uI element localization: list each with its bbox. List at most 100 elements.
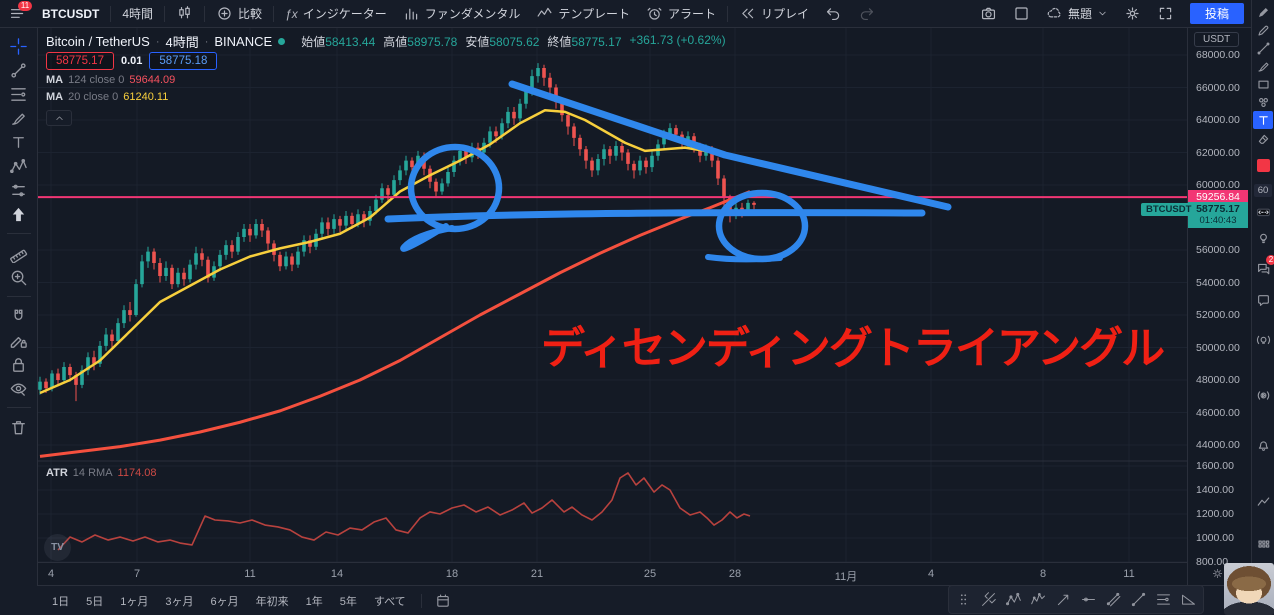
main-menu-button[interactable]: 11 [0, 0, 34, 27]
lock-all-drawings-button[interactable] [4, 352, 34, 376]
range-button-5日[interactable]: 5日 [78, 590, 111, 612]
magnet-icon [14, 309, 23, 320]
cloud-save-button[interactable]: 無題 [1038, 0, 1116, 27]
toolbar-item-label: 比較 [238, 7, 263, 21]
favorite-brush-button[interactable] [1253, 57, 1273, 75]
toolbar-separator [204, 5, 206, 22]
favorite-stamps-button[interactable] [1253, 93, 1273, 111]
fav-pitchfork-button[interactable] [976, 587, 1001, 612]
time-axis[interactable]: 4 7 11 14 18 21 25 28 11月 4 8 11 [37, 562, 1187, 586]
undo-icon [827, 8, 840, 21]
magnet-mode-button[interactable] [4, 304, 34, 328]
alert-button[interactable]: アラート [638, 0, 724, 27]
range-button-年初来[interactable]: 年初来 [248, 590, 297, 612]
remove-all-drawings-button[interactable] [4, 415, 34, 439]
templates-button[interactable]: テンプレート [528, 0, 638, 27]
fav-xabcd-button[interactable] [1001, 587, 1026, 612]
range-button-1ヶ月[interactable]: 1ヶ月 [112, 590, 156, 612]
price-axis[interactable]: USDT 59256.84 58775.17 01:40:43 68000.00… [1187, 0, 1253, 615]
more-panels-button[interactable] [1253, 536, 1273, 554]
text-tools-button[interactable] [4, 130, 34, 154]
public-chats-button[interactable] [1253, 291, 1273, 309]
fav-triangle-button[interactable] [1176, 587, 1201, 612]
pink-price-label: 59256.84 [1188, 190, 1248, 205]
hide-all-drawings-button[interactable] [4, 376, 34, 400]
interval-button[interactable]: 4時間 [114, 0, 161, 27]
compare-button[interactable]: 比較 [208, 0, 270, 27]
font-size-button[interactable]: 60 [1253, 181, 1273, 199]
color-swatch-button[interactable] [1253, 156, 1273, 174]
arrow-tools-button[interactable] [4, 202, 34, 226]
favorite-marker-button[interactable] [1253, 3, 1273, 21]
fav-parallel-channel-button[interactable] [1101, 587, 1126, 612]
range-button-1年[interactable]: 1年 [298, 590, 331, 612]
rail-separator [6, 296, 31, 297]
collapse-legend-button[interactable] [46, 110, 72, 126]
fav-arrow-button[interactable] [1051, 587, 1076, 612]
zoom-in-tool-button[interactable] [4, 265, 34, 289]
trend-line-tools-button[interactable] [4, 58, 34, 82]
descending-triangle-annotation[interactable]: ディセンディングトライアングル [541, 324, 1165, 373]
candles-icon [179, 6, 190, 19]
undo-button[interactable] [817, 0, 850, 27]
sell-button[interactable]: 58775.17 [46, 52, 114, 70]
indicator-row[interactable]: MA 20 close 0 61240.11 [46, 91, 169, 103]
streams-button[interactable] [1253, 386, 1273, 404]
symbol-exchange[interactable]: BINANCE [214, 34, 273, 49]
object-tree-button[interactable] [1253, 493, 1273, 511]
favorite-pen-button[interactable] [1253, 21, 1273, 39]
indicator-row[interactable]: MA 124 close 0 59644.09 [46, 74, 176, 86]
layout-select-button[interactable] [1005, 0, 1038, 27]
symbol-title[interactable]: Bitcoin / TetherUS [46, 34, 150, 49]
stay-in-drawing-mode-button[interactable] [4, 328, 34, 352]
measure-tool-button[interactable] [4, 241, 34, 265]
range-button-1日[interactable]: 1日 [44, 590, 77, 612]
symbol-interval[interactable]: 4時間 [165, 35, 199, 50]
range-button-5年[interactable]: 5年 [332, 590, 365, 612]
text-annotation-tool-button[interactable] [1253, 111, 1273, 129]
range-button-すべて[interactable]: すべて [366, 590, 414, 612]
time-tick: 8 [1039, 568, 1047, 580]
toolbar-item-label: インジケーター [302, 7, 387, 21]
indicators-button[interactable]: ƒx インジケーター [277, 0, 395, 27]
price-tick: 52000.00 [1196, 309, 1240, 321]
pattern-tools-button[interactable] [4, 154, 34, 178]
axis-settings-gear-icon[interactable] [1210, 566, 1225, 581]
forecast-tools-button[interactable] [4, 178, 34, 202]
fundamentals-button[interactable]: ファンダメンタル [395, 0, 529, 27]
chart-type-button[interactable] [168, 0, 201, 27]
chart-settings-button[interactable] [1116, 0, 1149, 27]
go-to-date-button[interactable] [429, 592, 457, 610]
nav-pad-button[interactable] [1253, 203, 1273, 221]
symbol-search-button[interactable]: BTCUSDT [34, 0, 107, 27]
crosshair-tool-button[interactable] [4, 34, 34, 58]
redo-button[interactable] [850, 0, 883, 27]
fav-horizontal-ray-button[interactable] [1076, 587, 1101, 612]
favorite-line-button[interactable] [1253, 39, 1273, 57]
camera-icon [981, 7, 996, 20]
currency-button[interactable]: USDT [1194, 32, 1240, 47]
publish-button[interactable]: 投稿 [1189, 3, 1244, 24]
snapshot-button[interactable] [972, 0, 1005, 27]
brush-tools-button[interactable] [4, 106, 34, 130]
fullscreen-button[interactable] [1149, 0, 1182, 27]
atr-tick: 1400.00 [1196, 484, 1234, 496]
fav-elliott-button[interactable] [1026, 587, 1051, 612]
replay-button[interactable]: リプレイ [731, 0, 817, 27]
range-button-3ヶ月[interactable]: 3ヶ月 [157, 590, 201, 612]
avatar[interactable] [1224, 563, 1274, 615]
fib-tools-button[interactable] [4, 82, 34, 106]
idea-broadcast-icon [1256, 335, 1270, 344]
private-chats-button[interactable]: 2 [1253, 255, 1274, 277]
fav-fib-button[interactable] [1151, 587, 1176, 612]
fav-trend-line-button[interactable] [1126, 587, 1151, 612]
range-button-6ヶ月[interactable]: 6ヶ月 [203, 590, 247, 612]
favorite-rectangle-button[interactable] [1253, 75, 1273, 93]
eraser-tool-button[interactable] [1253, 130, 1273, 148]
ideas-button[interactable] [1253, 229, 1273, 247]
notifications-button[interactable] [1253, 436, 1273, 454]
ideas-stream-button[interactable] [1253, 331, 1273, 349]
buy-button[interactable]: 58775.18 [149, 52, 218, 70]
drag-handle-button[interactable] [951, 587, 976, 612]
